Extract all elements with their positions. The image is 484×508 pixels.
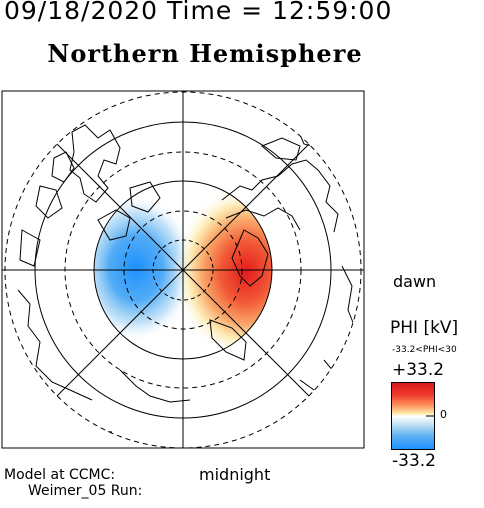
polar-map: [0, 90, 366, 450]
time-label: Time =: [167, 0, 264, 25]
colorbar: [391, 382, 435, 450]
colorbar-zero-label: 0: [440, 408, 447, 421]
time-text: 12:59:00: [272, 0, 393, 25]
dawn-label: dawn: [393, 272, 437, 291]
colorbar-range: -33.2<PHI<30: [392, 345, 457, 355]
colorbar-min-label: -33.2: [392, 451, 436, 471]
colorbar-title: PHI [kV]: [390, 318, 459, 338]
meridians: [2, 91, 364, 448]
negative-potential-cell: [94, 194, 196, 342]
model-label: Model at CCMC:: [4, 467, 116, 483]
colorbar-max-label: +33.2: [392, 360, 445, 380]
coastlines: [17, 123, 357, 433]
midnight-label: midnight: [199, 465, 271, 484]
positive-potential-cell: [174, 186, 272, 358]
colorbar-gradient: [392, 383, 434, 449]
hemisphere-title: Northern Hemisphere: [47, 39, 363, 68]
date-time-header: 09/18/2020 Time = 12:59:00: [4, 0, 392, 25]
polar-map-svg: [1, 90, 365, 449]
date-text: 09/18/2020: [4, 0, 159, 25]
run-label: Weimer_05 Run:: [28, 483, 143, 499]
